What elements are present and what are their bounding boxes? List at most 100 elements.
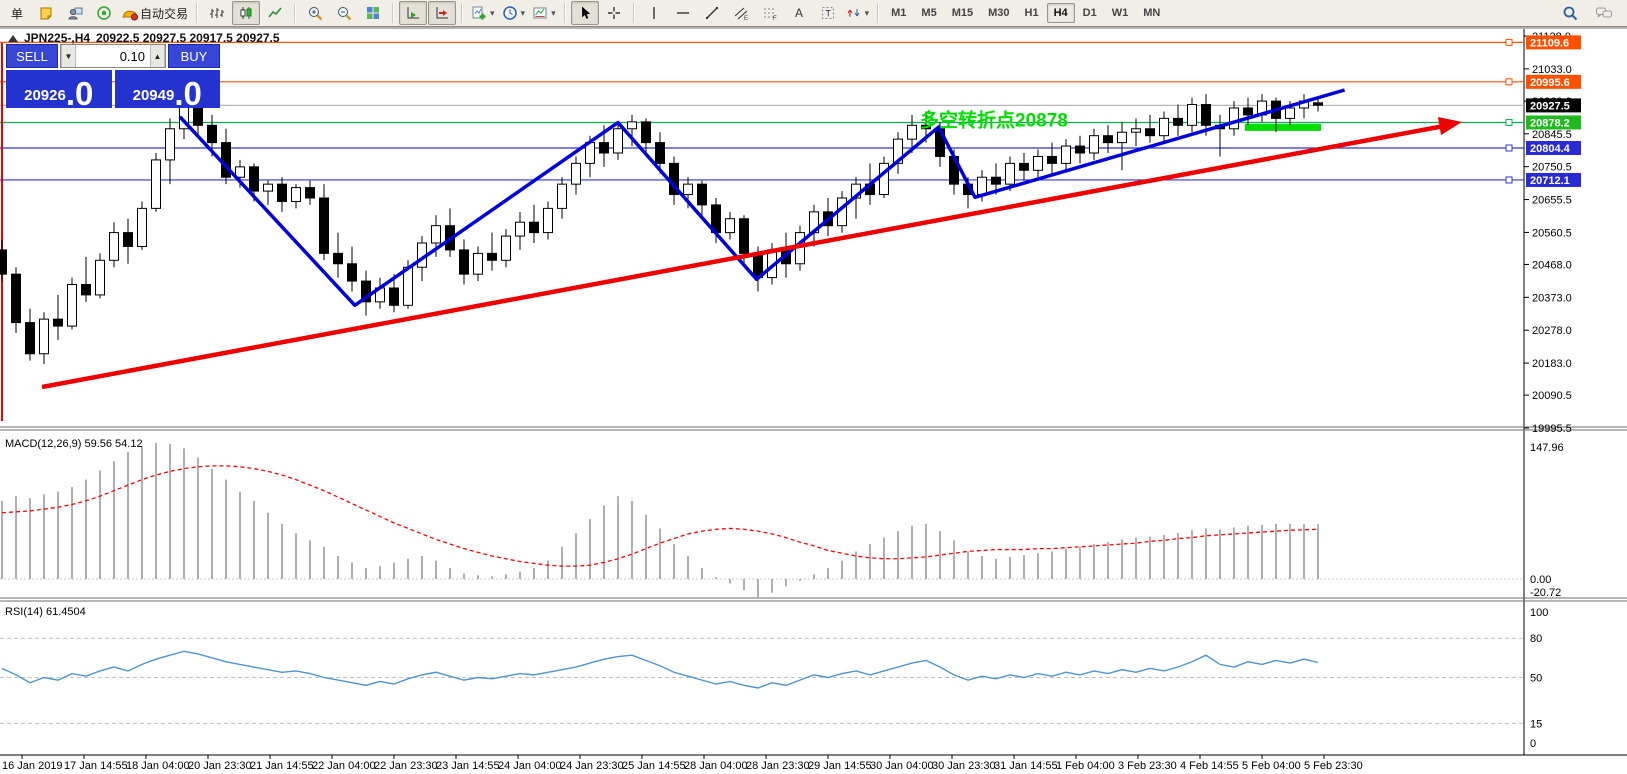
red-trendline-drawing[interactable] <box>41 123 1445 390</box>
bar-chart-button[interactable] <box>203 1 231 25</box>
one-click-trading-panel: SELL ▼ ▲ BUY 20926.0 20949.0 <box>6 44 220 112</box>
templates-button[interactable]: ▾ <box>529 1 559 25</box>
indicators-button[interactable]: ▾ <box>468 1 498 25</box>
candle-body <box>1089 135 1099 154</box>
candle-body <box>739 218 749 254</box>
candle-body <box>725 218 735 234</box>
hline-handle[interactable] <box>1505 144 1513 152</box>
candle-body <box>515 221 525 237</box>
notebook-icon-button[interactable] <box>32 1 60 25</box>
buy-price-display[interactable]: 20949.0 <box>114 70 220 112</box>
price-tick-label: 20655.5 <box>1532 195 1572 207</box>
collapse-triangle-icon[interactable] <box>8 34 18 42</box>
line-chart-button[interactable] <box>261 1 289 25</box>
text-label-button[interactable]: T <box>814 1 842 25</box>
candle-body <box>1131 128 1141 133</box>
tiles-icon <box>367 7 380 19</box>
price-axis[interactable]: 21128.021033.020939.820845.520750.520655… <box>1524 31 1581 435</box>
chat-button[interactable] <box>1590 1 1618 25</box>
toolbar-separator <box>461 3 464 23</box>
vertical-line-button[interactable] <box>640 1 668 25</box>
sell-price-display[interactable]: 20926.0 <box>6 70 112 110</box>
chart-canvas[interactable]: 21128.021033.020939.820845.520750.520655… <box>0 27 1627 774</box>
buy-price-main: 20949 <box>132 87 175 104</box>
timeframe-h1-button[interactable]: H1 <box>1024 7 1039 19</box>
candle-body <box>1117 131 1127 144</box>
lot-size-input[interactable] <box>76 45 150 67</box>
lot-increase-button[interactable]: ▲ <box>150 45 165 67</box>
zoomin-icon <box>309 7 323 21</box>
new-order-button-label: 单 <box>10 6 23 21</box>
autoscroll-icon <box>407 7 420 19</box>
candle-body <box>1033 155 1043 171</box>
price-tick-label: 21033.0 <box>1532 64 1572 76</box>
timeframe-m15-button[interactable]: M15 <box>951 7 974 19</box>
hline-handle[interactable] <box>1505 38 1513 46</box>
periods-button-dropdown-arrow[interactable]: ▾ <box>520 7 526 18</box>
new-order-button[interactable]: 单 <box>3 1 31 25</box>
equidistant-channel-button[interactable]: E <box>727 1 755 25</box>
hline-handle[interactable] <box>1505 78 1513 86</box>
price-tick-label: 20090.5 <box>1532 390 1572 402</box>
zoomout-icon <box>338 7 352 21</box>
price-label-text: 20712.1 <box>1530 175 1570 187</box>
timeframe-m5-button[interactable]: M5 <box>921 7 937 19</box>
periods-button[interactable]: ▾ <box>499 1 529 25</box>
arrows-icon <box>847 9 860 17</box>
zigzag-trendline-drawing[interactable] <box>178 88 1346 308</box>
crosshair-button[interactable] <box>600 1 628 25</box>
trendline-button[interactable] <box>698 1 726 25</box>
timeframe-m30-button[interactable]: M30 <box>988 7 1010 19</box>
candle-body <box>235 166 245 178</box>
arrows-button[interactable]: ▾ <box>843 1 873 25</box>
candle-body <box>389 287 399 306</box>
candle-body <box>1313 102 1323 106</box>
textA-icon: A <box>795 6 803 20</box>
hat-icon <box>122 10 138 21</box>
lot-decrease-button[interactable]: ▼ <box>61 45 76 67</box>
hosting-icon-button[interactable] <box>61 1 89 25</box>
chart-shift-button[interactable] <box>428 1 457 25</box>
hline-icon <box>676 12 689 14</box>
signals-icon-button[interactable] <box>90 1 118 25</box>
candle-body <box>921 124 931 130</box>
hline-handle[interactable] <box>1505 118 1513 126</box>
search-button[interactable] <box>1556 1 1584 25</box>
cursor-button[interactable] <box>570 1 599 25</box>
person-icon <box>68 7 83 20</box>
trendline-arrowhead[interactable] <box>1438 117 1462 135</box>
horizontal-line-button[interactable] <box>669 1 697 25</box>
tile-windows-button[interactable] <box>359 1 387 25</box>
timeframe-mn-button[interactable]: MN <box>1143 7 1161 19</box>
cursor-icon <box>581 6 590 19</box>
timeframe-d1-button[interactable]: D1 <box>1082 7 1097 19</box>
buy-price-frac: .0 <box>174 74 202 112</box>
text-button[interactable]: A <box>785 1 813 25</box>
arrows-button-dropdown-arrow[interactable]: ▾ <box>864 7 870 18</box>
price-label-box <box>1526 35 1581 50</box>
hline-handle[interactable] <box>1505 176 1513 184</box>
candlestick-chart-button[interactable] <box>232 1 261 25</box>
indicators-button-dropdown-arrow[interactable]: ▾ <box>490 7 495 18</box>
timeframe-w1-button[interactable]: W1 <box>1111 7 1129 19</box>
zoom-out-button[interactable] <box>330 1 358 25</box>
autotrading-button[interactable]: 自动交易 <box>119 1 191 25</box>
timeframe-m1-button[interactable]: M1 <box>891 7 907 19</box>
time-axis-label: 28 Jan 23:30 <box>746 760 810 772</box>
fibonacci-button[interactable]: F <box>756 1 784 25</box>
buy-button[interactable]: BUY <box>168 44 220 68</box>
timeframe-h4-button[interactable]: H4 <box>1046 3 1075 23</box>
zoom-in-button[interactable] <box>301 1 329 25</box>
green-segment-drawing[interactable] <box>1245 123 1321 131</box>
candle-body <box>697 183 707 206</box>
auto-scroll-button[interactable] <box>399 1 428 25</box>
candle-body <box>25 322 35 355</box>
time-axis-label: 17 Jan 14:55 <box>64 760 128 772</box>
candle-body <box>1061 145 1071 164</box>
time-axis-label: 20 Jan 23:30 <box>188 760 252 772</box>
sell-button[interactable]: SELL <box>6 44 58 68</box>
templates-button-dropdown-arrow[interactable]: ▾ <box>551 7 556 18</box>
time-axis-label: 28 Jan 04:00 <box>684 760 748 772</box>
candle-body <box>501 235 511 261</box>
